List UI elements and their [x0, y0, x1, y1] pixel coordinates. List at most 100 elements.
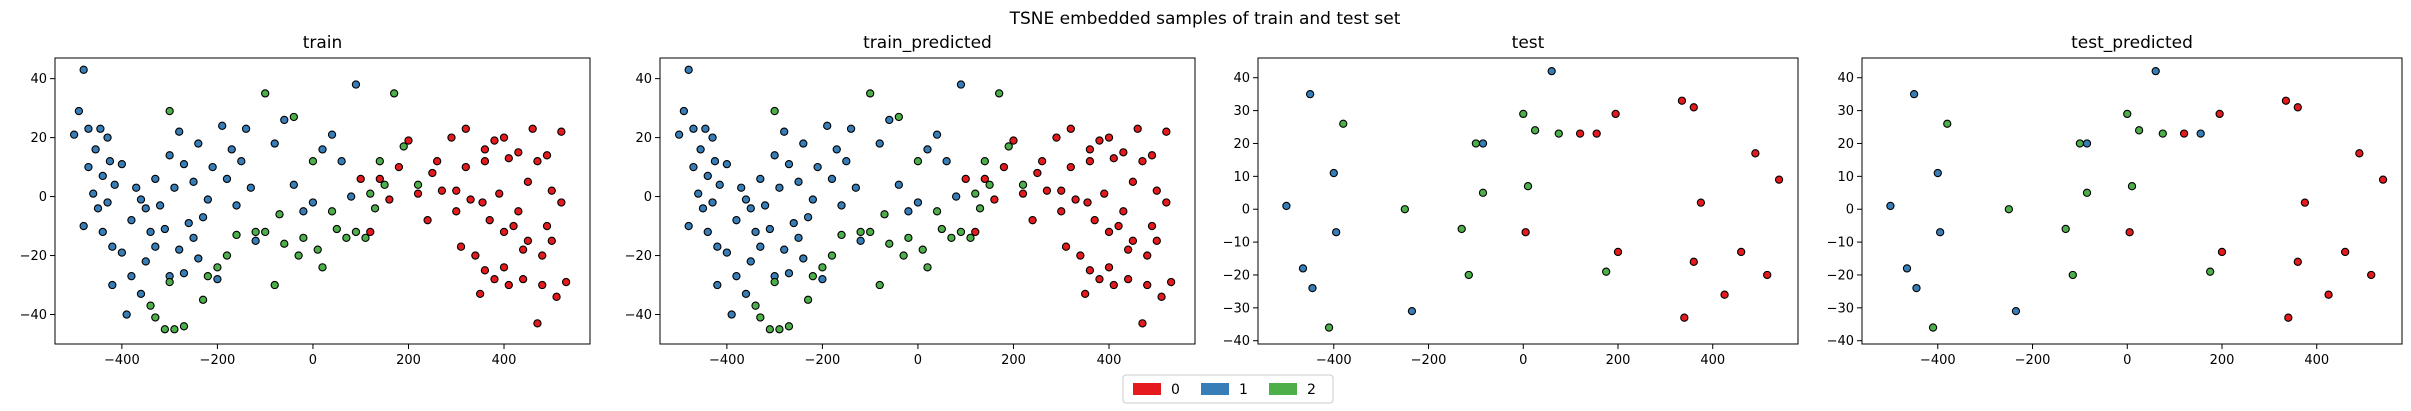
point-class-0 [528, 124, 537, 133]
point-class-0 [466, 195, 475, 204]
point-class-1 [327, 130, 337, 139]
point-class-1 [780, 245, 789, 254]
point-class-0 [1166, 277, 1176, 287]
point-class-1 [136, 289, 146, 299]
point-class-1 [696, 145, 705, 154]
x-tick-label: 200 [396, 353, 421, 368]
point-class-0 [1147, 151, 1157, 160]
point-class-0 [1123, 274, 1133, 284]
point-class-0 [1109, 154, 1118, 163]
point-class-0 [980, 174, 989, 184]
point-class-0 [1720, 290, 1729, 299]
point-class-0 [490, 274, 499, 284]
point-class-2 [985, 180, 994, 189]
point-class-1 [127, 216, 136, 225]
axes-frame [1861, 57, 2403, 345]
point-class-0 [366, 227, 375, 237]
point-class-0 [999, 162, 1009, 172]
point-class-2 [313, 245, 322, 254]
point-class-1 [280, 115, 289, 125]
point-class-0 [1085, 145, 1095, 154]
point-class-0 [1104, 227, 1114, 237]
point-class-1 [136, 195, 146, 204]
point-class-2 [875, 280, 884, 290]
point-class-0 [1119, 207, 1128, 216]
point-class-2 [1457, 224, 1466, 234]
point-class-0 [533, 157, 542, 166]
point-class-2 [880, 210, 889, 219]
point-class-1 [674, 130, 684, 139]
point-class-2 [160, 325, 170, 334]
point-class-0 [490, 136, 499, 145]
x-tick-label: 400 [2304, 353, 2329, 368]
point-class-1 [189, 233, 198, 243]
point-class-0 [447, 133, 456, 142]
y-tick-label: 20 [1837, 137, 1854, 152]
point-class-2 [751, 301, 760, 310]
point-class-2 [808, 272, 818, 281]
point-class-0 [413, 189, 423, 198]
y-tick-label: 20 [635, 131, 652, 146]
axes-frame [1257, 57, 1799, 345]
point-class-2 [2123, 109, 2132, 119]
point-class-2 [165, 106, 174, 116]
point-class-0 [475, 289, 485, 299]
point-class-1 [1547, 66, 1556, 76]
point-class-2 [827, 251, 837, 260]
point-class-2 [399, 142, 408, 151]
point-class-0 [2324, 290, 2333, 299]
point-class-2 [2206, 267, 2215, 276]
point-class-0 [356, 174, 365, 184]
point-class-2 [289, 112, 298, 122]
point-class-1 [117, 248, 127, 257]
point-class-2 [203, 272, 213, 281]
point-class-1 [132, 183, 141, 192]
point-class-0 [1689, 257, 1698, 266]
subplot-title: test [1512, 33, 1545, 53]
point-class-0 [542, 221, 552, 231]
point-class-1 [894, 180, 903, 189]
point-class-2 [784, 322, 794, 331]
point-class-0 [504, 280, 513, 290]
point-class-1 [684, 65, 693, 74]
point-class-0 [561, 277, 571, 287]
y-tick-label: −20 [625, 249, 652, 264]
point-class-1 [846, 124, 856, 133]
point-class-0 [1763, 270, 1772, 280]
point-class-1 [108, 280, 117, 290]
point-class-1 [679, 106, 689, 116]
y-tick-label: 40 [635, 72, 652, 87]
point-class-1 [103, 198, 112, 207]
point-class-2 [1464, 270, 1473, 280]
point-class-2 [1602, 267, 1611, 276]
x-tick-label: −400 [1316, 353, 1352, 368]
point-class-1 [194, 254, 203, 263]
figure-suptitle: TSNE embedded samples of train and test … [1009, 9, 1401, 29]
point-class-2 [966, 233, 975, 243]
point-class-0 [480, 266, 490, 275]
point-class-0 [1152, 186, 1161, 195]
point-class-0 [1680, 313, 1689, 322]
point-class-0 [2355, 149, 2364, 158]
point-class-0 [1083, 198, 1092, 207]
point-class-1 [727, 310, 736, 319]
point-class-1 [98, 227, 107, 237]
point-class-2 [2127, 182, 2137, 191]
point-class-2 [904, 233, 913, 243]
point-class-1 [2196, 129, 2205, 138]
point-class-1 [89, 189, 98, 198]
point-class-2 [1523, 182, 1533, 191]
point-class-0 [1133, 124, 1142, 133]
point-class-0 [1128, 236, 1138, 245]
y-tick-label: −40 [1827, 334, 1854, 349]
point-class-2 [179, 322, 189, 331]
point-class-2 [937, 224, 946, 234]
point-class-0 [1042, 186, 1052, 195]
point-class-0 [428, 168, 437, 178]
point-class-0 [1138, 319, 1147, 328]
point-class-2 [2082, 188, 2092, 197]
point-class-2 [775, 325, 784, 334]
point-class-2 [198, 295, 208, 304]
point-class-2 [956, 227, 966, 237]
point-class-1 [289, 180, 298, 189]
